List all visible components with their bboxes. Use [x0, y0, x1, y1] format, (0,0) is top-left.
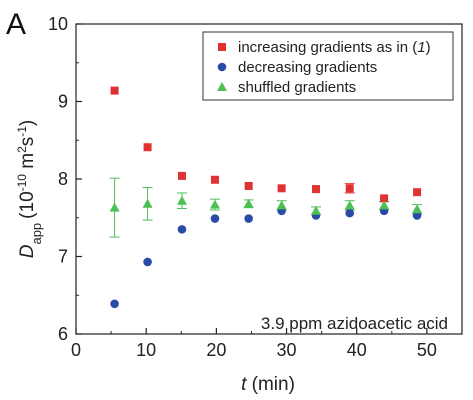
point-square [177, 171, 186, 180]
y-tick-label: 7 [58, 247, 68, 267]
point-triangle [209, 199, 220, 209]
point-circle [345, 208, 355, 218]
point-square [244, 181, 253, 190]
legend-label: increasing gradients as in (1) [238, 39, 431, 56]
legend-label: shuffled gradients [238, 79, 356, 96]
x-axis-title: t (min) [241, 374, 295, 395]
x-tick-label: 0 [71, 340, 81, 360]
point-triangle [311, 205, 322, 215]
point-triangle [142, 198, 153, 208]
legend-box [202, 31, 454, 101]
point-circle [177, 225, 187, 234]
point-square [380, 194, 389, 203]
point-circle [412, 211, 422, 220]
y-tick-label: 8 [58, 169, 68, 189]
point-square [312, 185, 321, 194]
panel-label: A [6, 8, 26, 41]
x-tick-label: 30 [277, 340, 297, 360]
y-tick-label: 6 [58, 324, 68, 344]
point-triangle [243, 198, 254, 208]
legend-marker-circle [217, 62, 227, 72]
point-triangle [109, 202, 120, 212]
x-tick-label: 20 [206, 340, 226, 360]
point-triangle [412, 204, 423, 214]
legend-marker-triangle [217, 82, 227, 91]
point-square [210, 175, 219, 184]
point-square [110, 86, 119, 95]
legend-label: decreasing gradients [238, 59, 377, 76]
y-axis-title: Dapp(10-10 m2s-1) [15, 120, 44, 259]
point-circle [143, 257, 152, 267]
point-triangle [176, 195, 187, 205]
point-circle [110, 299, 119, 309]
annotation: 3.9 ppm azidoacetic acid [261, 314, 448, 333]
point-circle [244, 214, 253, 223]
y-tick-label: 10 [48, 14, 68, 34]
x-tick-label: 40 [347, 340, 367, 360]
legend: increasing gradients as in (1) decreasing… [202, 31, 454, 101]
point-triangle [344, 200, 355, 210]
x-tick-label: 10 [136, 340, 156, 360]
point-circle [210, 214, 220, 223]
axes: 0 10 20 30 40 50 6 7 8 9 10 [48, 14, 463, 360]
point-square [143, 143, 152, 152]
point-square [277, 184, 286, 193]
x-tick-label: 50 [417, 340, 437, 360]
point-triangle [379, 200, 390, 210]
data-marks [109, 86, 423, 309]
point-square [345, 184, 354, 193]
y-tick-label: 9 [58, 92, 68, 112]
legend-marker-square [218, 43, 226, 51]
point-square [413, 188, 422, 197]
point-triangle [276, 200, 287, 210]
error-bars [109, 177, 423, 238]
